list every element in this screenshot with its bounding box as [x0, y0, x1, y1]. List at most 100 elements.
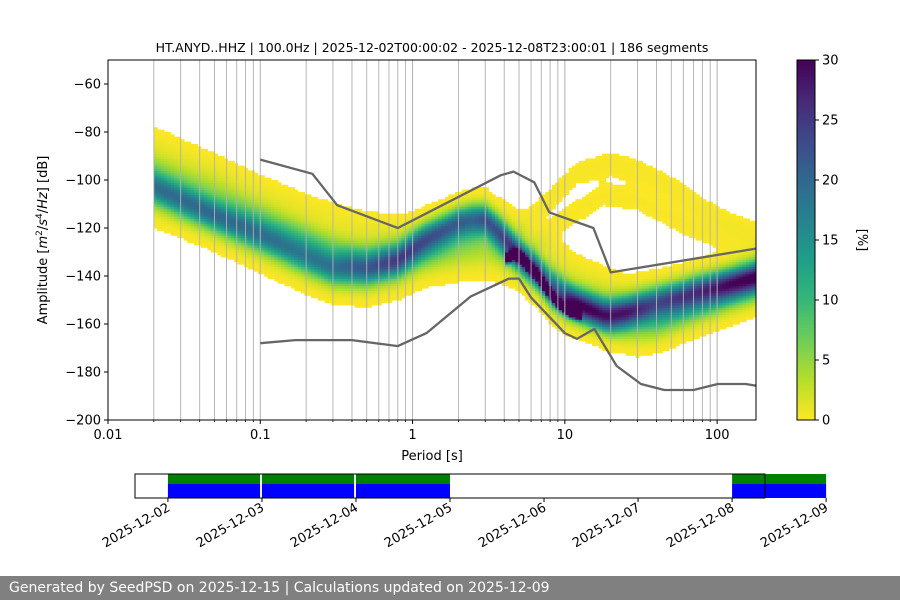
heatmap-cell — [344, 240, 349, 243]
heatmap-cell — [558, 256, 563, 260]
heatmap-cell — [551, 309, 556, 313]
heatmap-cell — [451, 271, 456, 275]
heatmap-cell — [237, 232, 242, 236]
heatmap-cell — [478, 196, 483, 200]
heatmap-cell — [374, 235, 379, 239]
heatmap-cell — [367, 228, 372, 231]
heatmap-cell — [535, 230, 540, 234]
heatmap-cell — [438, 283, 443, 287]
heatmap-cell — [421, 223, 426, 227]
heatmap-cell — [371, 252, 376, 255]
heatmap-cell — [401, 283, 406, 287]
heatmap-cell — [374, 290, 379, 294]
heatmap-cell — [398, 285, 402, 289]
heatmap-cell — [311, 259, 316, 263]
heatmap-cell — [377, 240, 382, 243]
heatmap-cell — [314, 271, 319, 275]
heatmap-cell — [558, 261, 563, 265]
heatmap-cell — [458, 242, 463, 246]
heatmap-cell — [307, 276, 312, 279]
heatmap-cell — [354, 216, 359, 219]
heatmap-cell — [190, 144, 195, 147]
heatmap-cell — [515, 261, 520, 265]
heatmap-cell — [280, 216, 285, 219]
heatmap-cell — [277, 228, 282, 231]
heatmap-cell — [280, 254, 285, 258]
heatmap-cell — [541, 235, 546, 239]
heatmap-cell — [384, 228, 389, 231]
heatmap-cell — [545, 276, 550, 279]
heatmap-cell — [411, 213, 416, 217]
heatmap-cell — [187, 187, 192, 191]
heatmap-cell — [488, 271, 493, 275]
heatmap-cell — [377, 266, 382, 270]
heatmap-cell — [414, 271, 419, 275]
heatmap-cell — [518, 290, 523, 294]
heatmap-cell — [210, 158, 215, 162]
heatmap-cell — [180, 216, 185, 219]
heatmap-cell — [444, 235, 449, 239]
heatmap-cell — [167, 172, 172, 176]
heatmap-cell — [518, 273, 523, 277]
heatmap-cell — [341, 218, 346, 222]
heatmap-cell — [280, 249, 285, 253]
heatmap-cell — [551, 230, 556, 234]
heatmap-cell — [177, 218, 182, 222]
heatmap-cell — [394, 237, 399, 241]
heatmap-cell — [498, 218, 503, 222]
heatmap-cell — [474, 192, 479, 195]
heatmap-cell — [535, 232, 540, 236]
heatmap-cell — [414, 223, 419, 227]
heatmap-cell — [167, 208, 172, 212]
heatmap-cell — [351, 232, 356, 236]
heatmap-cell — [200, 156, 205, 159]
heatmap-cell — [444, 259, 449, 263]
heatmap-cell — [561, 271, 566, 275]
heatmap-cell — [254, 199, 259, 203]
heatmap-cell — [301, 290, 305, 294]
heatmap-cell — [541, 268, 546, 272]
heatmap-cell — [284, 268, 289, 272]
heatmap-cell — [347, 268, 352, 272]
heatmap-cell — [240, 201, 245, 205]
heatmap-cell — [501, 283, 506, 287]
heatmap-cell — [521, 256, 526, 260]
heatmap-cell — [264, 213, 269, 217]
heatmap-cell — [317, 230, 322, 234]
heatmap-cell — [404, 273, 409, 277]
heatmap-cell — [371, 213, 376, 217]
heatmap-cell — [157, 184, 162, 188]
heatmap-cell — [153, 194, 158, 198]
heatmap-cell — [511, 213, 516, 217]
heatmap-cell — [485, 247, 489, 251]
heatmap-cell — [160, 182, 165, 186]
heatmap-cell — [240, 196, 245, 200]
heatmap-cell — [207, 247, 212, 251]
heatmap-cell — [307, 225, 312, 229]
heatmap-cell — [237, 168, 242, 171]
heatmap-cell — [170, 189, 175, 193]
heatmap-cell — [461, 237, 466, 241]
heatmap-cell — [173, 180, 178, 183]
heatmap-cell — [294, 266, 299, 270]
heatmap-cell — [284, 249, 289, 253]
heatmap-cell — [247, 199, 252, 203]
heatmap-cell — [240, 165, 245, 169]
heatmap-cell — [317, 225, 322, 229]
heatmap-cell — [160, 206, 165, 210]
heatmap-cell — [474, 276, 479, 279]
heatmap-cell — [498, 225, 503, 229]
heatmap-cell — [190, 146, 195, 150]
heatmap-cell — [291, 261, 295, 265]
heatmap-cell — [525, 252, 530, 255]
heatmap-cell — [551, 261, 556, 265]
heatmap-cell — [214, 189, 219, 193]
heatmap-cell — [464, 259, 469, 263]
heatmap-cell — [240, 175, 245, 179]
heatmap-cell — [267, 201, 272, 205]
heatmap-cell — [555, 302, 560, 306]
heatmap-cell — [511, 271, 516, 275]
heatmap-cell — [247, 213, 252, 217]
heatmap-cell — [357, 242, 362, 246]
heatmap-cell — [434, 242, 439, 246]
